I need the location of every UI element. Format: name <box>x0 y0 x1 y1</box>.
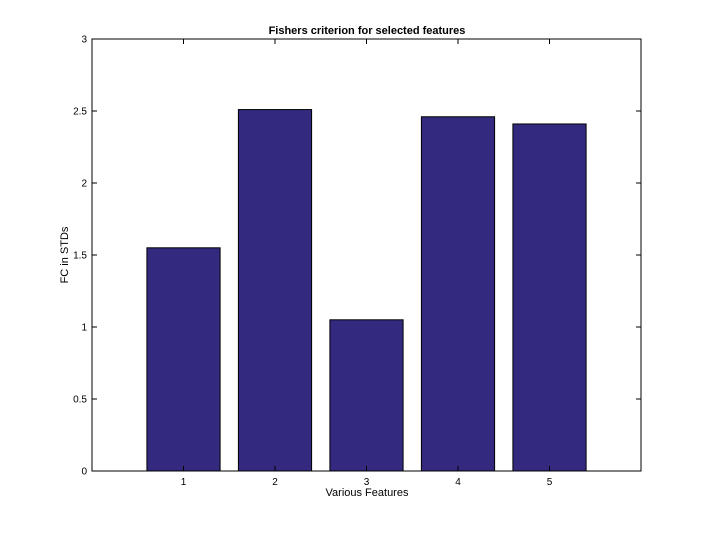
x-tick-label: 3 <box>364 477 370 488</box>
y-tick-label: 0 <box>81 467 87 478</box>
bar-1 <box>146 247 221 472</box>
bar-3 <box>329 319 404 472</box>
bars-group <box>146 109 587 472</box>
bar-4 <box>420 116 496 472</box>
y-axis: 0 0.5 1 1.5 2 2.5 3 <box>73 35 641 478</box>
chart-title: Fishers criterion for selected features <box>269 25 466 37</box>
x-tick-label: 2 <box>272 477 278 488</box>
y-axis-label: FC in STDs <box>59 226 71 283</box>
x-tick-label: 1 <box>181 477 187 488</box>
y-tick-label: 3 <box>81 35 87 46</box>
x-axis-label: Various Features <box>326 487 409 499</box>
bar-5 <box>512 123 587 472</box>
x-tick-label: 5 <box>547 477 553 488</box>
y-tick-label: 1.5 <box>73 251 87 262</box>
y-tick-label: 1 <box>81 323 87 334</box>
y-tick-label: 2.5 <box>73 107 87 118</box>
y-tick-label: 0.5 <box>73 395 87 406</box>
x-tick-label: 4 <box>455 477 461 488</box>
bar-2 <box>237 109 313 472</box>
y-tick-label: 2 <box>81 179 87 190</box>
x-axis: 1 2 3 4 5 <box>181 39 553 488</box>
